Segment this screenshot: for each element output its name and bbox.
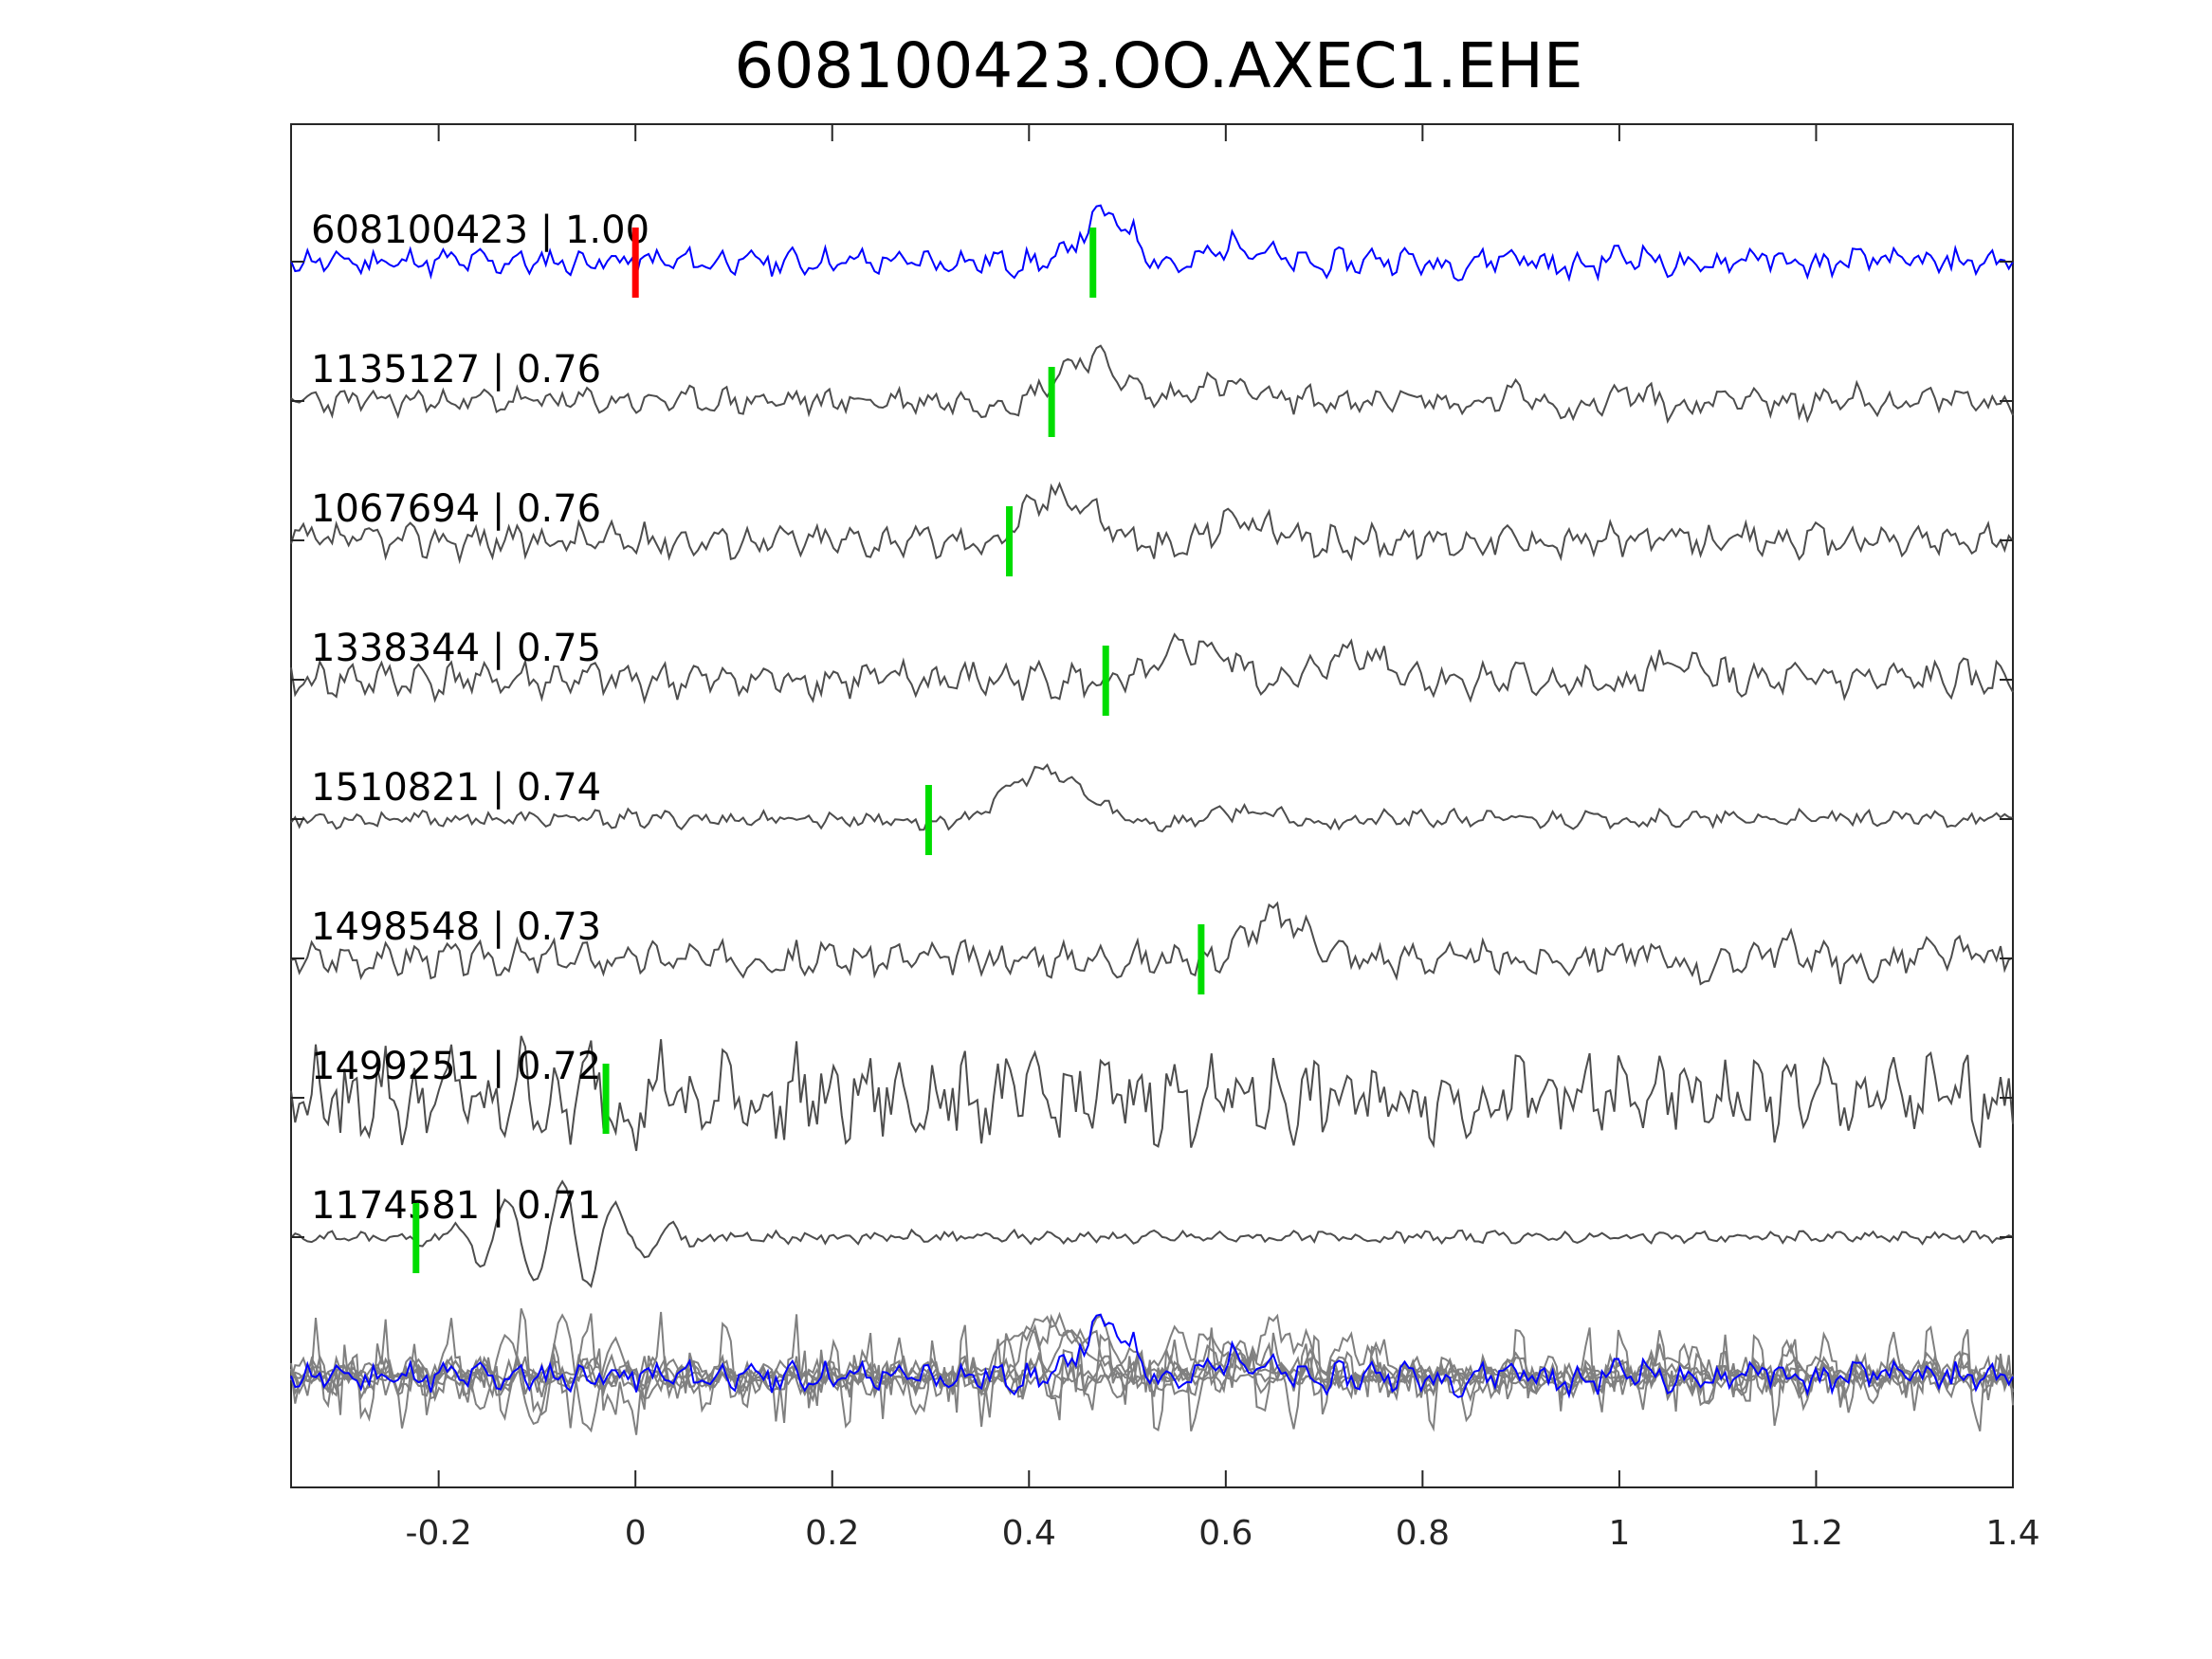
chart-title: 608100423.OO.AXEC1.EHE [734,29,1582,102]
trace-line-1338344 [290,632,2014,705]
x-tick-label: 0.6 [1198,1514,1252,1553]
overlay-line-1174581 [290,1313,2014,1433]
trace-line-608100423 [290,204,2014,283]
x-tick-label: -0.2 [406,1514,472,1553]
trace-label-1135127: 1135127 | 0.76 [311,348,601,392]
phase-picks [412,228,1205,1273]
trace-line-1499251 [290,1035,2014,1152]
x-tick-label: 1.4 [1985,1514,2039,1553]
trace-line-1174581 [290,1179,2014,1288]
trace-line-1510821 [290,763,2014,833]
x-tick-label: 1 [1608,1514,1630,1553]
trace-line-1498548 [290,901,2014,986]
trace-line-1067694 [290,481,2014,565]
trace-label-608100423: 608100423 | 1.00 [311,209,649,252]
overlay-stack [290,1307,2014,1435]
trace-label-1174581: 1174581 | 0.71 [311,1184,601,1228]
x-tick-label: 1.2 [1789,1514,1843,1553]
x-tick-label: 0.4 [1002,1514,1056,1553]
trace-stack [290,204,2014,1288]
trace-label-1498548: 1498548 | 0.73 [311,905,601,949]
trace-labels: 608100423 | 1.00 1135127 | 0.76 1067694 | … [311,209,649,1228]
trace-label-1510821: 1510821 | 0.74 [311,766,601,810]
trace-label-1499251: 1499251 | 0.72 [311,1045,601,1088]
plot-area [290,123,2014,1488]
x-axis: -0.2 0 0.2 0.4 0.6 0.8 1 1.2 1.4 [406,124,2040,1553]
trace-label-1067694: 1067694 | 0.76 [311,487,601,531]
trace-label-1338344: 1338344 | 0.75 [311,627,601,670]
trace-line-1135127 [290,344,2014,425]
overlay-line-608100423 [290,1313,2014,1399]
overlay-line-1338344 [290,1324,2014,1404]
x-tick-label: 0 [625,1514,647,1553]
x-tick-label: 0.2 [805,1514,859,1553]
x-tick-label: 0.8 [1396,1514,1450,1553]
